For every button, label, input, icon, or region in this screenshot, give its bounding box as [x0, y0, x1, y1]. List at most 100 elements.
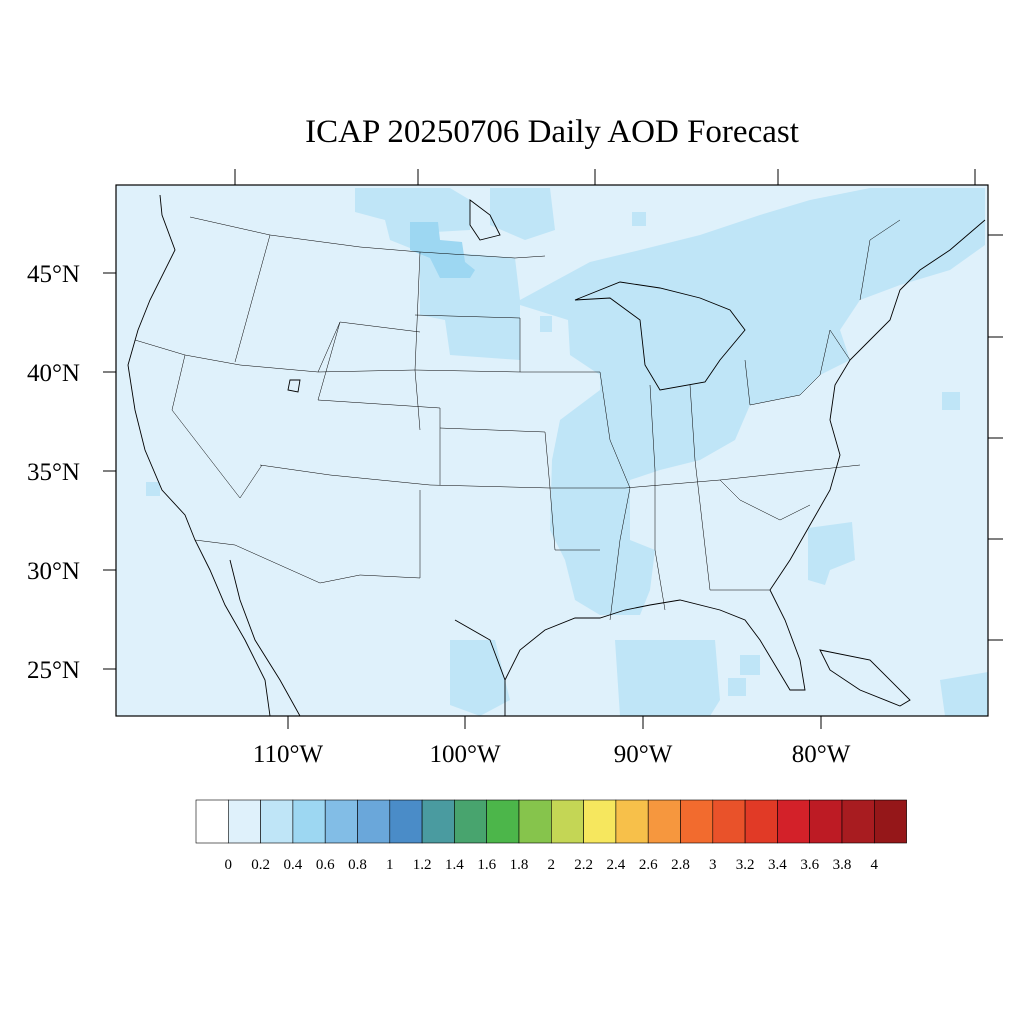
aod-cell [728, 678, 746, 696]
lon-tick-label: 100°W [429, 741, 500, 768]
lon-tick-label: 110°W [253, 741, 324, 768]
colorbar-label: 1.6 [477, 857, 496, 873]
coastline-mexico-east [454, 619, 506, 716]
boundary-indiana-alabama [649, 384, 666, 611]
boundary-dakotas [414, 314, 521, 372]
aod-0.4-0.6-region [146, 188, 988, 716]
colorbar-label: 0.4 [284, 857, 303, 873]
colorbar-swatch [260, 799, 294, 844]
map-ticks [103, 169, 1003, 729]
colorbar-label: 1.4 [445, 857, 464, 873]
canada-border [189, 216, 546, 259]
colorbar-swatch [550, 799, 584, 844]
coastlines [127, 194, 986, 716]
colorbar-swatch [486, 799, 520, 844]
boundary-wyoming-colorado [317, 321, 441, 485]
colorbar-label: 4 [871, 857, 879, 873]
aod-region-montana-canada [355, 188, 470, 250]
colorbar-swatch [292, 799, 326, 844]
cuba-outline [819, 649, 911, 707]
lon-tick-label: 90°W [614, 741, 673, 768]
colorbar-boxes [195, 799, 907, 844]
colorbar-swatch [647, 799, 681, 844]
aod-region-north-dakota [410, 222, 475, 278]
colorbar: 0 0.2 0.4 0.6 0.8 1 1.2 1.4 1.6 1.8 2 2.2 2.4 2.6 2.8 3… [195, 799, 907, 873]
colorbar-label: 2.4 [607, 857, 626, 873]
colorbar-label: 0 [225, 857, 233, 873]
colorbar-swatch [583, 799, 617, 844]
colorbar-label: 0.6 [316, 857, 335, 873]
colorbar-label: 1 [386, 857, 394, 873]
great-lakes-outline [574, 281, 746, 391]
boundary-ohio-georgia [689, 384, 770, 591]
aod-field [146, 188, 988, 716]
colorbar-label: 1.2 [413, 857, 432, 873]
state-boundaries [134, 216, 901, 621]
coastline-pacific [127, 194, 271, 716]
colorbar-label: 2 [548, 857, 556, 873]
coastline-baja-gulf [229, 559, 301, 716]
lat-tick-label: 45°N [27, 261, 80, 288]
colorbar-label: 3.2 [736, 857, 755, 873]
colorbar-swatch [744, 799, 778, 844]
colorbar-swatch [195, 799, 229, 844]
colorbar-swatch [809, 799, 843, 844]
aod-region-atlantic [808, 522, 855, 585]
boundary-kansas-oklahoma [439, 427, 600, 551]
colorbar-swatch [615, 799, 649, 844]
aod-cell [146, 482, 160, 496]
aod-cell [942, 392, 960, 410]
aod-region-gulf [615, 640, 720, 716]
lat-tick-label: 40°N [27, 360, 80, 387]
colorbar-swatch [324, 799, 358, 844]
colorbar-swatch [389, 799, 423, 844]
coastline-gulf-atlantic [504, 219, 986, 691]
boundary-maine [859, 219, 901, 301]
boundary-pennsylvania [744, 329, 851, 406]
colorbar-swatch [421, 799, 455, 844]
colorbar-label: 3.8 [833, 857, 852, 873]
colorbar-swatch [454, 799, 487, 844]
colorbar-label: 2.2 [574, 857, 593, 873]
colorbar-label: 1.8 [510, 857, 529, 873]
colorbar-label: 3 [709, 857, 717, 873]
boundary-105w [414, 251, 421, 431]
aod-region-central [420, 188, 985, 615]
colorbar-swatch [873, 799, 907, 844]
aod-region-caribbean [940, 672, 988, 716]
colorbar-swatch [777, 799, 811, 844]
colorbar-label: 2.8 [671, 857, 690, 873]
colorbar-swatch [712, 799, 746, 844]
colorbar-label: 0.2 [251, 857, 270, 873]
lon-tick-labels: 110°W 100°W 90°W 80°W [253, 741, 851, 768]
aod-cell [632, 212, 646, 226]
aod-region-mexico [450, 640, 510, 716]
aod-cell [380, 188, 396, 196]
colorbar-swatch [841, 799, 875, 844]
aod-region-ontario [490, 188, 555, 240]
colorbar-swatch [357, 799, 391, 844]
boundary-california-nevada [171, 354, 263, 499]
boundary-carolinas [719, 479, 811, 521]
map-frame [115, 184, 989, 717]
lat-tick-label: 35°N [27, 459, 80, 486]
aod-cell [540, 316, 552, 332]
boundary-mississippi [599, 371, 631, 621]
lat-tick-labels: 45°N 40°N 35°N 30°N 25°N [27, 261, 80, 684]
colorbar-label: 0.8 [348, 857, 367, 873]
map-title: ICAP 20250706 Daily AOD Forecast [305, 114, 799, 150]
lat-tick-label: 25°N [27, 657, 80, 684]
aod-0.6-0.8-region [410, 222, 475, 278]
boundary-southwest [194, 490, 421, 584]
colorbar-swatch [680, 799, 714, 844]
colorbar-label: 2.6 [639, 857, 658, 873]
lake-of-the-woods [469, 199, 501, 241]
colorbar-label: 3.6 [800, 857, 819, 873]
boundary-idaho [234, 234, 271, 363]
lat-tick-label: 30°N [27, 558, 80, 585]
colorbar-swatch [228, 799, 261, 844]
lon-tick-label: 80°W [792, 741, 851, 768]
colorbar-swatch [518, 799, 552, 844]
aod-cell [740, 655, 760, 675]
